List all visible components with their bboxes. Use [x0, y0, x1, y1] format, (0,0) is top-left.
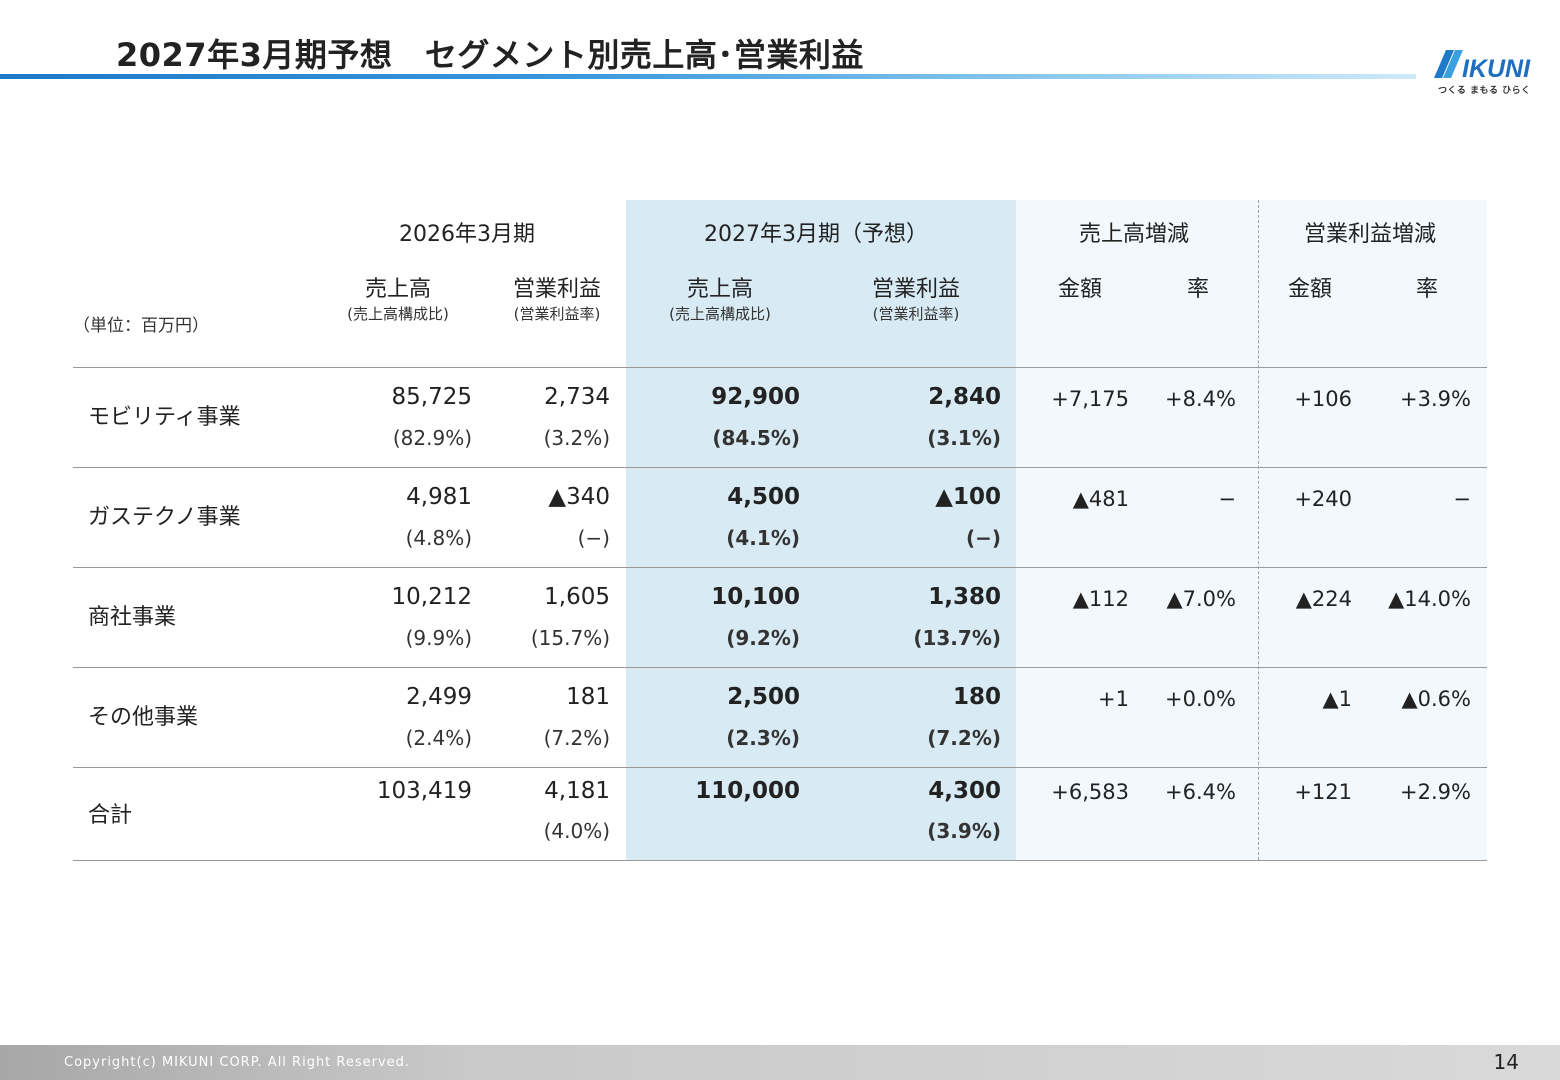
profit-margin-2027: (3.1%) — [927, 426, 1001, 450]
profit-change-amount: +121 — [1294, 780, 1352, 804]
sales-change-rate: +8.4% — [1165, 387, 1236, 411]
sales-2026: 85,725 — [391, 384, 472, 410]
table-rule — [73, 567, 1487, 568]
sales-change-rate: − — [1218, 487, 1236, 511]
profit-2026: 4,181 — [544, 778, 610, 804]
profit-2027: 4,300 — [928, 778, 1001, 804]
segment-name: その他事業 — [88, 705, 199, 730]
unit-note: （単位：百万円） — [73, 316, 209, 336]
profit-2026: 181 — [566, 684, 610, 710]
profit-change-rate: +3.9% — [1400, 387, 1471, 411]
sales-change-amount: +6,583 — [1051, 780, 1129, 804]
header-sales-rate: 率 — [1186, 277, 1210, 302]
profit-change-rate: ▲14.0% — [1388, 587, 1471, 611]
header-sales-sub-2026: (売上高構成比) — [347, 305, 449, 323]
profit-margin-2027: (−) — [965, 526, 1001, 550]
profit-margin-2026: (7.2%) — [543, 726, 610, 750]
table-rule — [73, 367, 1487, 368]
header-sales-amount: 金額 — [1057, 277, 1103, 302]
table-rule — [73, 667, 1487, 668]
profit-change-amount: ▲224 — [1295, 587, 1352, 611]
sales-change-rate: ▲7.0% — [1166, 587, 1236, 611]
change-divider — [1258, 200, 1259, 860]
sales-2026: 4,981 — [406, 484, 472, 510]
sales-ratio-2027: (84.5%) — [712, 426, 800, 450]
sales-change-amount: +7,175 — [1051, 387, 1129, 411]
profit-2026: ▲340 — [548, 484, 610, 510]
page-title: 2027年3月期予想 セグメント別売上高･営業利益 — [116, 36, 864, 74]
header-sales-2026: 売上高 — [364, 277, 432, 302]
svg-text:IKUNI: IKUNI — [1462, 55, 1531, 83]
header-fy2027: 2027年3月期（予想） — [704, 222, 928, 247]
profit-2027: 1,380 — [928, 584, 1001, 610]
sales-ratio-2026: (82.9%) — [392, 426, 472, 450]
profit-change-rate: ▲0.6% — [1401, 687, 1471, 711]
profit-change-amount: ▲1 — [1322, 687, 1352, 711]
profit-2026: 2,734 — [544, 384, 610, 410]
profit-margin-2026: (15.7%) — [530, 626, 610, 650]
profit-change-rate: +2.9% — [1400, 780, 1471, 804]
mikuni-logo: IKUNI — [1434, 50, 1531, 83]
header-profit-sub-2026: (営業利益率) — [513, 305, 601, 323]
segment-name: モビリティ事業 — [88, 405, 241, 430]
sales-2026: 2,499 — [406, 684, 472, 710]
sales-2026: 103,419 — [376, 778, 472, 804]
header-profit-rate: 率 — [1415, 277, 1439, 302]
footer-bar — [0, 1045, 1560, 1080]
sales-2027: 92,900 — [711, 384, 800, 410]
table-rule — [73, 860, 1487, 861]
profit-2027: ▲100 — [935, 484, 1001, 510]
profit-2027: 2,840 — [928, 384, 1001, 410]
sales-change-amount: +1 — [1098, 687, 1129, 711]
profit-change-amount: +240 — [1294, 487, 1352, 511]
header-sales-2027: 売上高 — [686, 277, 754, 302]
sales-2026: 10,212 — [391, 584, 472, 610]
header-profit-sub-2027: (営業利益率) — [872, 305, 960, 323]
profit-2027: 180 — [952, 684, 1001, 710]
profit-margin-2027: (3.9%) — [927, 819, 1001, 843]
header-sales-sub-2027: (売上高構成比) — [669, 305, 771, 323]
segment-name: 合計 — [88, 803, 133, 828]
sales-change-amount: ▲481 — [1072, 487, 1129, 511]
sales-ratio-2026: (4.8%) — [405, 526, 472, 550]
table-rule — [73, 767, 1487, 768]
profit-2026: 1,605 — [544, 584, 610, 610]
logo-tagline: つくる まもる ひらく — [1438, 86, 1531, 96]
sales-2027: 2,500 — [727, 684, 800, 710]
sales-2027: 10,100 — [711, 584, 800, 610]
sales-change-amount: ▲112 — [1072, 587, 1129, 611]
sales-ratio-2027: (2.3%) — [726, 726, 800, 750]
segment-name: ガステクノ事業 — [88, 505, 241, 530]
title-underline — [0, 74, 1416, 79]
change-column-bg — [1016, 200, 1487, 860]
sales-ratio-2026: (9.9%) — [405, 626, 472, 650]
profit-margin-2026: (3.2%) — [543, 426, 610, 450]
forecast-column-bg — [626, 200, 1016, 860]
profit-change-amount: +106 — [1294, 387, 1352, 411]
sales-2027: 4,500 — [727, 484, 800, 510]
header-profit-2027: 営業利益 — [871, 277, 961, 302]
sales-ratio-2027: (9.2%) — [726, 626, 800, 650]
page-number: 14 — [1493, 1050, 1519, 1074]
sales-ratio-2027: (4.1%) — [726, 526, 800, 550]
table-rule — [73, 467, 1487, 468]
profit-change-rate: − — [1453, 487, 1471, 511]
header-profit-2026: 営業利益 — [512, 277, 602, 302]
profit-margin-2027: (13.7%) — [913, 626, 1001, 650]
header-profit-change: 営業利益増減 — [1303, 222, 1437, 247]
header-fy2026: 2026年3月期 — [399, 222, 535, 247]
profit-margin-2026: (4.0%) — [543, 819, 610, 843]
profit-margin-2027: (7.2%) — [927, 726, 1001, 750]
sales-ratio-2026: (2.4%) — [405, 726, 472, 750]
header-profit-amount: 金額 — [1287, 277, 1333, 302]
sales-change-rate: +6.4% — [1165, 780, 1236, 804]
sales-2027: 110,000 — [695, 778, 800, 804]
sales-change-rate: +0.0% — [1165, 687, 1236, 711]
copyright-text: Copyright(c) MIKUNI CORP. All Right Rese… — [64, 1055, 411, 1070]
profit-margin-2026: (−) — [577, 526, 610, 550]
segment-name: 商社事業 — [88, 605, 177, 630]
header-sales-change: 売上高増減 — [1078, 222, 1190, 247]
